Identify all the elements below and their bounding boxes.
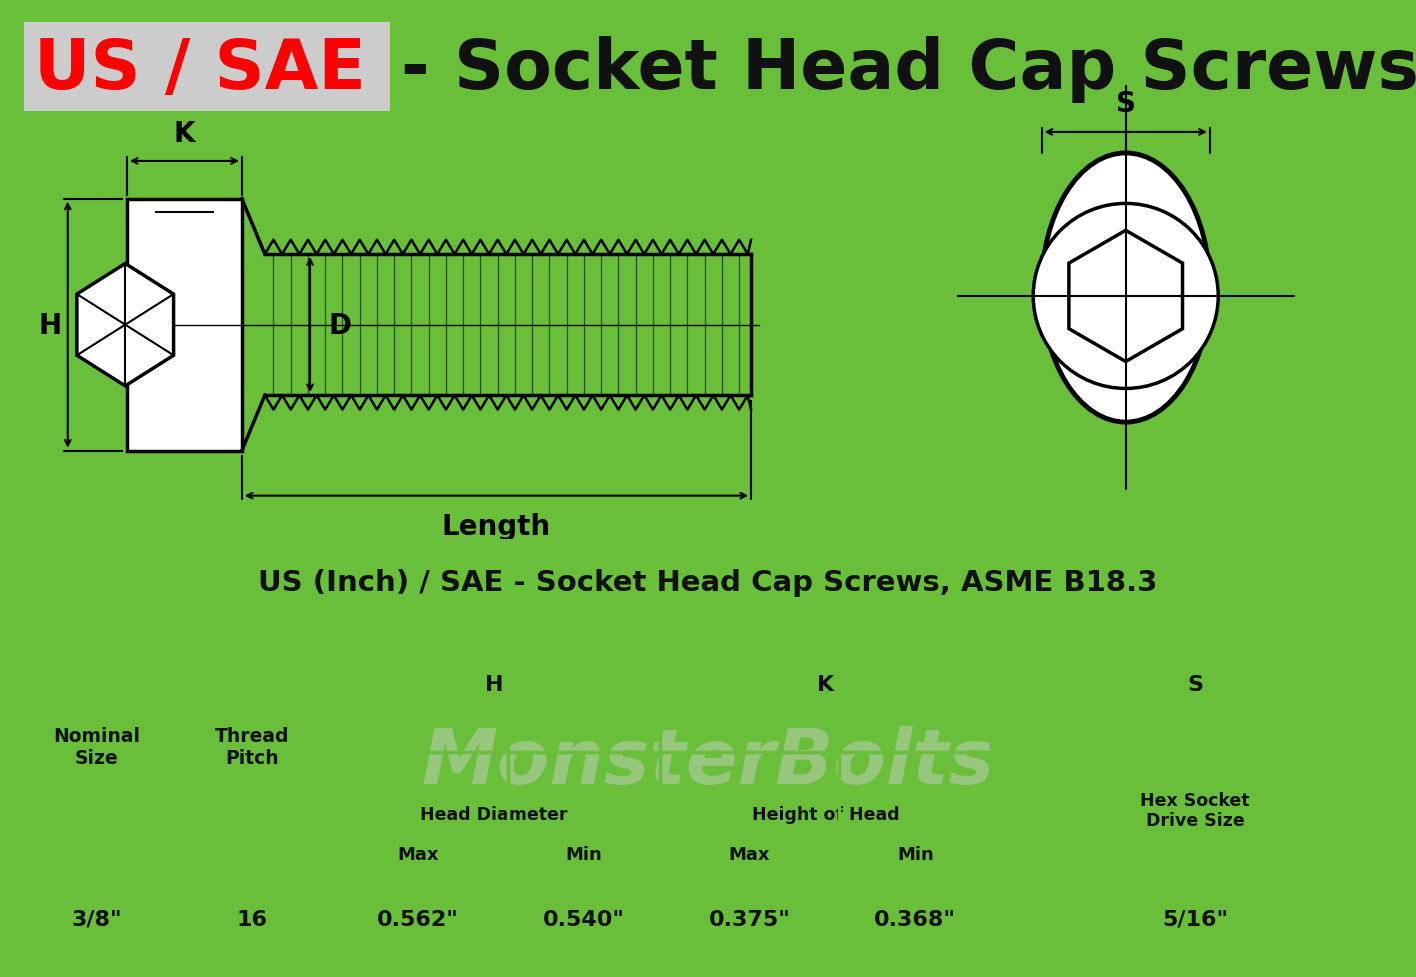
Text: S: S xyxy=(1187,674,1204,695)
Text: Length: Length xyxy=(442,512,551,540)
Text: D: D xyxy=(329,312,351,339)
Ellipse shape xyxy=(1042,153,1209,423)
Polygon shape xyxy=(1069,232,1182,362)
Text: 0.562": 0.562" xyxy=(377,909,459,928)
Text: 0.368": 0.368" xyxy=(874,909,956,928)
Text: Max: Max xyxy=(396,845,439,863)
Text: K: K xyxy=(817,674,834,695)
Text: 0.375": 0.375" xyxy=(708,909,790,928)
Text: Min: Min xyxy=(896,845,933,863)
Text: Nominal
Size: Nominal Size xyxy=(52,726,140,767)
FancyBboxPatch shape xyxy=(24,23,391,111)
Text: Thread
Pitch: Thread Pitch xyxy=(215,726,289,767)
Text: MonsterBolts: MonsterBolts xyxy=(422,726,994,799)
Polygon shape xyxy=(76,264,174,387)
Text: H: H xyxy=(38,312,61,339)
Text: Head Diameter: Head Diameter xyxy=(421,805,568,824)
Text: US / SAE: US / SAE xyxy=(34,35,365,103)
Text: 5/16": 5/16" xyxy=(1163,909,1228,928)
Bar xyxy=(17,616,1399,961)
Text: 0.540": 0.540" xyxy=(542,909,624,928)
Circle shape xyxy=(1034,204,1218,389)
Text: Min: Min xyxy=(565,845,602,863)
Text: 3/8": 3/8" xyxy=(71,909,122,928)
Text: K: K xyxy=(174,119,195,148)
Text: Hex Socket
Drive Size: Hex Socket Drive Size xyxy=(1140,790,1250,829)
Text: US (Inch) / SAE - Socket Head Cap Screws, ASME B18.3: US (Inch) / SAE - Socket Head Cap Screws… xyxy=(258,569,1158,596)
Bar xyxy=(127,199,242,451)
Text: - Socket Head Cap Screws: - Socket Head Cap Screws xyxy=(401,35,1416,103)
Text: Height of Head: Height of Head xyxy=(752,805,899,824)
Text: H: H xyxy=(484,674,503,695)
Text: S: S xyxy=(1116,90,1136,117)
Text: Max: Max xyxy=(729,845,770,863)
Text: 16: 16 xyxy=(236,909,268,928)
